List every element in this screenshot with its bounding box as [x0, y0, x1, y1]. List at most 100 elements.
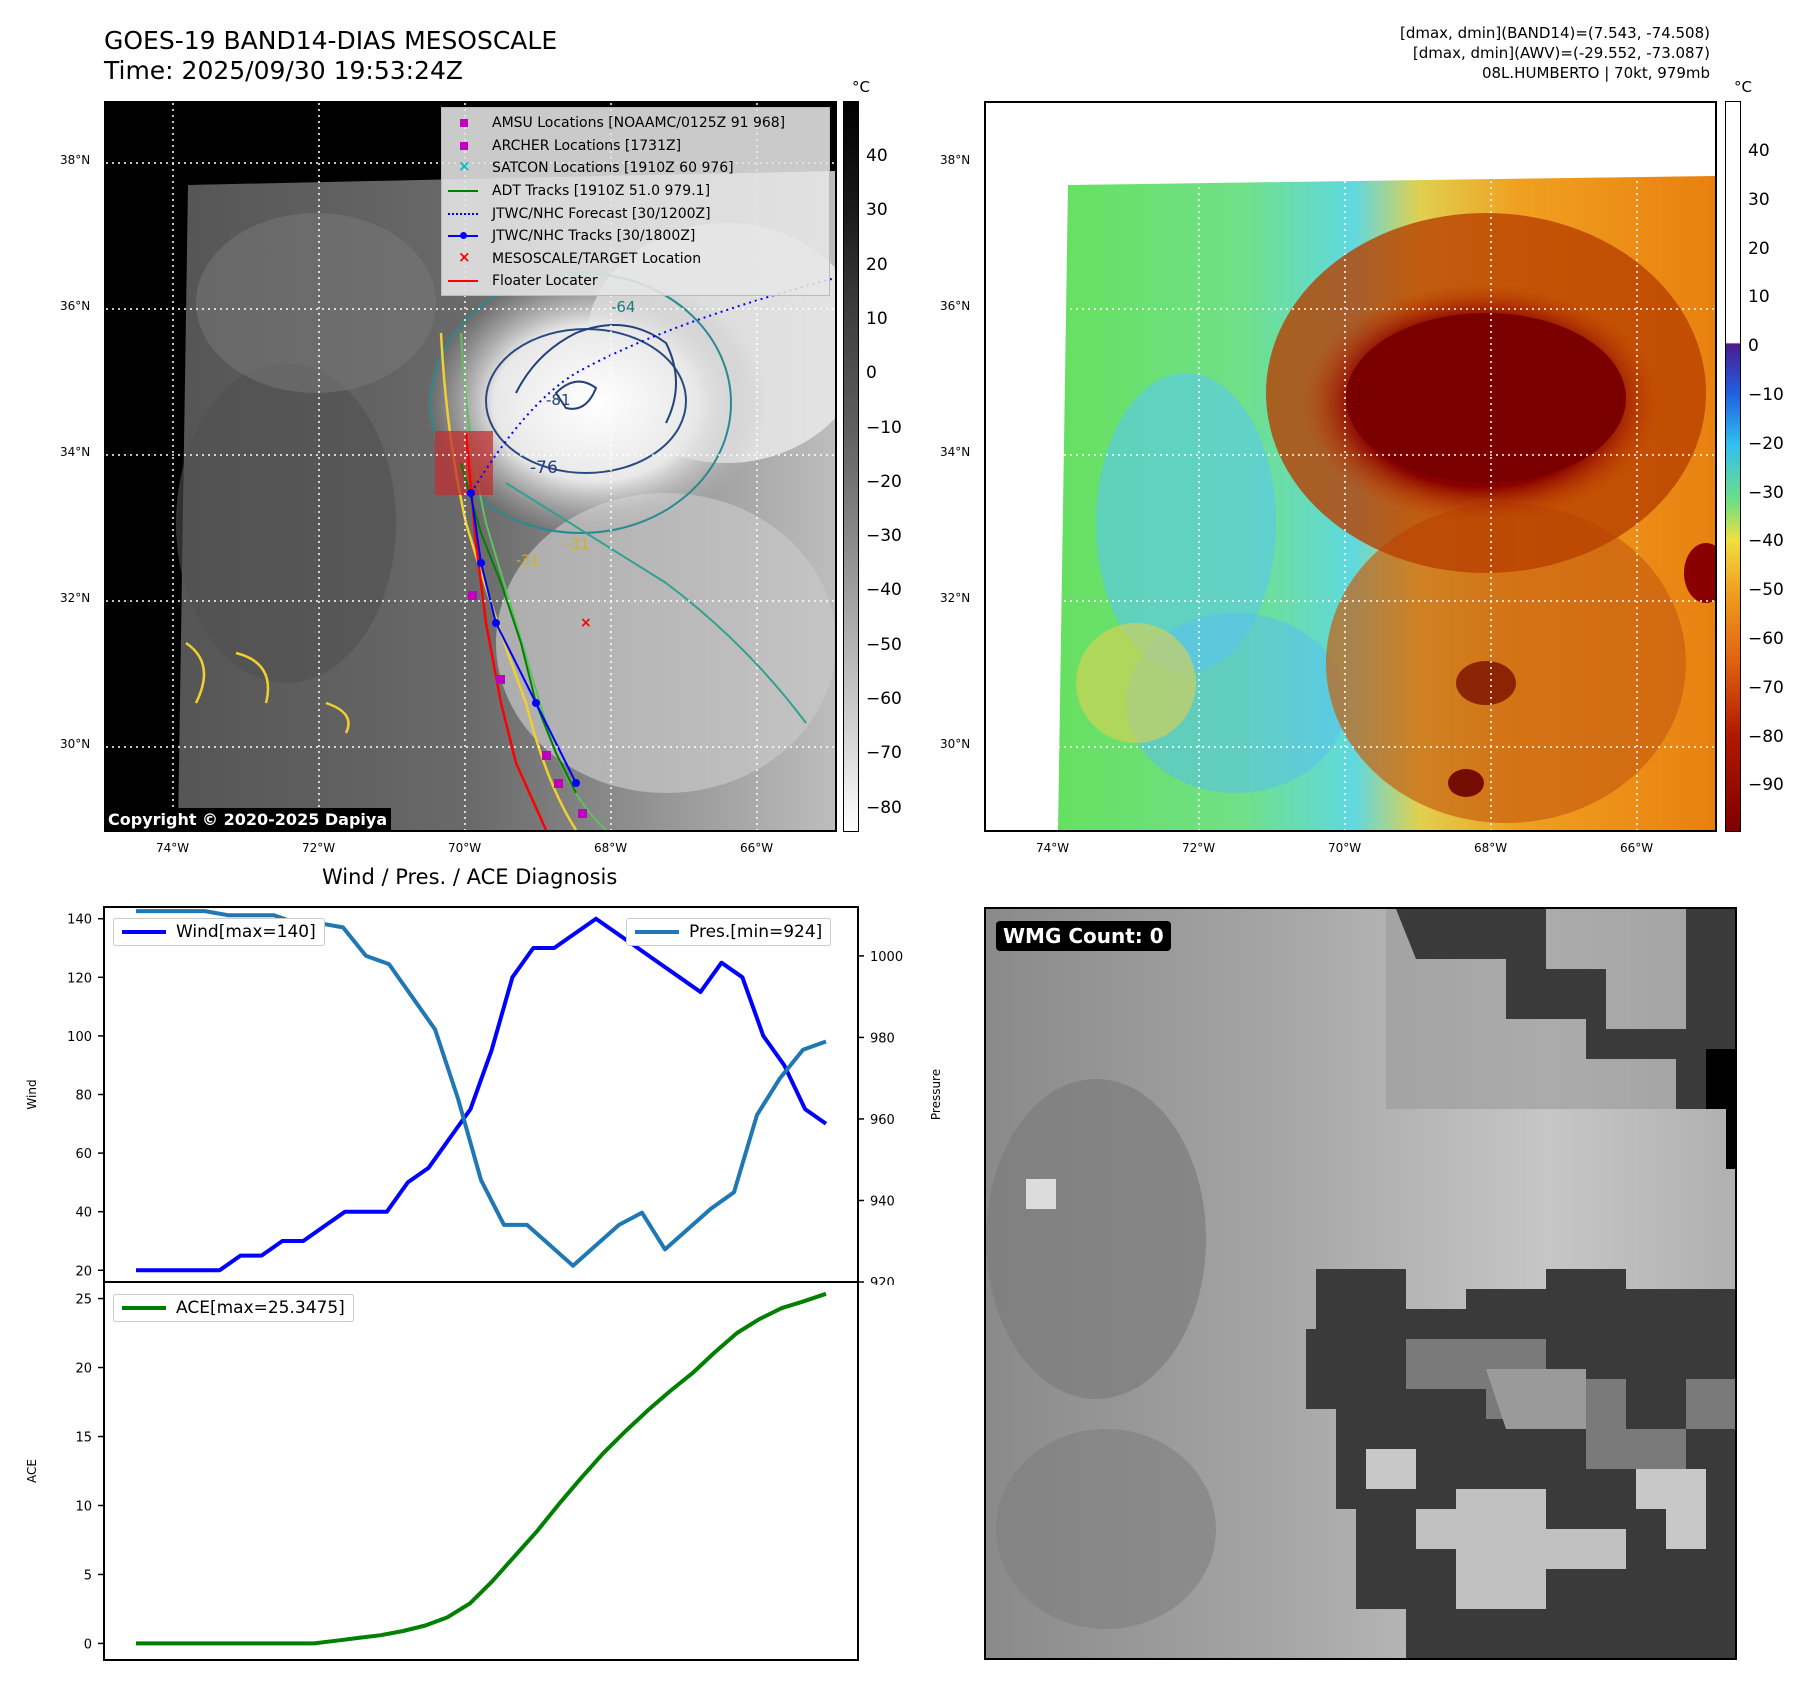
- lon-label: 72°W: [302, 841, 336, 855]
- lat-label: 34°N: [940, 445, 971, 459]
- y-tick-label: 20: [75, 1362, 92, 1377]
- ir-map-imagery: × -64 -81 -76 -31 -31: [106, 103, 835, 830]
- colorbar-tick-label: −80: [1748, 726, 1784, 747]
- y-right-tick-label: 920: [870, 1276, 895, 1285]
- series-line-ace: [136, 1291, 827, 1646]
- wv-map-imagery: [986, 103, 1715, 830]
- wmg-count-badge: WMG Count: 0: [996, 921, 1171, 951]
- colorbar-tick-label: −90: [1748, 775, 1784, 796]
- y-tick-label: 80: [75, 1089, 92, 1104]
- colorbar-tick-label: −60: [866, 689, 902, 709]
- contour-label: -64: [611, 298, 636, 316]
- legend-entry-forecast: JTWC/NHC Forecast [30/1200Z]: [448, 202, 823, 225]
- legend-entry-archer: ARCHER Locations [1731Z]: [448, 135, 823, 158]
- colorbar-tick-label: 30: [866, 200, 888, 221]
- lat-label: 38°N: [940, 153, 971, 167]
- pressure-legend: Pres.[min=924]: [626, 918, 832, 946]
- square-marker-icon: [448, 139, 478, 153]
- ace-line-icon: [122, 1306, 166, 1310]
- legend-entry-adt: ADT Tracks [1910Z 51.0 979.1]: [448, 180, 823, 203]
- line-marker-icon: [448, 274, 478, 288]
- y-right-axis-label: Pressure: [929, 1069, 943, 1120]
- lon-label: 72°W: [1182, 841, 1216, 855]
- y-tick-label: 10: [75, 1499, 92, 1514]
- colorbar-tick-label: −10: [1748, 385, 1784, 405]
- colorbar-tick-label: −20: [866, 471, 902, 492]
- lat-label: 34°N: [60, 445, 91, 459]
- lon-label: 74°W: [156, 841, 190, 855]
- wmg-panel: [984, 907, 1737, 1660]
- lon-label: 74°W: [1036, 841, 1070, 855]
- ir-colorbar: [843, 101, 859, 832]
- colorbar-tick-label: −30: [1748, 482, 1784, 503]
- wind-legend: Wind[max=140]: [113, 918, 325, 946]
- chart-title: GOES-19 BAND14-DIAS MESOSCALE: [104, 26, 558, 55]
- series-line-wind: [136, 916, 828, 1273]
- series-line-pres: [136, 909, 827, 1268]
- colorbar-tick-label: −10: [866, 417, 902, 438]
- wind-pressure-chart: 20 40 60 80 100 120 140 Wind 920 940 960 980 1000 Pre…: [25, 906, 943, 1285]
- line-marker-icon: [448, 184, 478, 198]
- y-tick-label: 5: [84, 1568, 92, 1583]
- colorbar-tick-label: 10: [866, 308, 888, 329]
- dotted-line-icon: [448, 207, 478, 221]
- info-awv: [dmax, dmin](AWV)=(-29.552, -73.087): [1412, 44, 1710, 62]
- colorbar-tick-label: 0: [866, 363, 877, 384]
- colorbar-tick-label: −20: [1748, 433, 1784, 454]
- colorbar-tick-label: −30: [866, 526, 902, 547]
- y-right-tick-label: 940: [870, 1194, 895, 1209]
- lat-label: 30°N: [940, 737, 971, 751]
- colorbar-tick-label: −70: [866, 743, 902, 764]
- pressure-line-icon: [635, 930, 679, 934]
- plot-frame: [103, 906, 859, 1283]
- legend-entry-tracks: JTWC/NHC Tracks [30/1800Z]: [448, 225, 823, 248]
- contour-label: -76: [530, 458, 558, 478]
- colorbar-tick-label: 40: [1748, 141, 1770, 161]
- y-axis-label: ACE: [25, 1459, 39, 1483]
- y-tick-label: 20: [75, 1264, 92, 1279]
- ace-chart: 0 5 10 15 20 25 ACE: [25, 1281, 859, 1661]
- colorbar-tick-label: −50: [866, 634, 902, 655]
- y-tick-label: 0: [84, 1637, 92, 1652]
- colorbar-tick-label: −50: [1748, 580, 1784, 601]
- lon-label: 68°W: [1474, 841, 1508, 855]
- colorbar-tick-label: −80: [866, 797, 902, 818]
- lon-label: 66°W: [740, 841, 774, 855]
- y-tick-label: 25: [75, 1293, 92, 1308]
- lat-label: 36°N: [60, 299, 91, 313]
- colorbar-tick-label: −40: [1748, 531, 1784, 552]
- colorbar-tick-label: −40: [866, 580, 902, 601]
- line-dot-icon: [448, 229, 478, 243]
- x-marker-icon: ×: [458, 247, 471, 266]
- legend-entry-amsu: AMSU Locations [NOAAMC/0125Z 91 968]: [448, 112, 823, 135]
- y-right-tick-label: 1000: [870, 950, 903, 965]
- svg-text:×: ×: [580, 615, 592, 631]
- info-band14: [dmax, dmin](BAND14)=(7.543, -74.508): [1399, 24, 1710, 42]
- lat-label: 32°N: [940, 591, 971, 605]
- contour-label: -31: [516, 553, 539, 569]
- lon-label: 70°W: [448, 841, 482, 855]
- chart-time: Time: 2025/09/30 19:53:24Z: [104, 56, 463, 85]
- lon-label: 70°W: [1328, 841, 1362, 855]
- map-legend: AMSU Locations [NOAAMC/0125Z 91 968] ARC…: [441, 107, 830, 296]
- colorbar-tick-label: 20: [1748, 238, 1770, 259]
- wv-satellite-map: [984, 101, 1717, 832]
- info-storm: 08L.HUMBERTO | 70kt, 979mb: [1481, 64, 1710, 82]
- lat-label: 38°N: [60, 153, 91, 167]
- colorbar-tick-label: 20: [866, 254, 888, 275]
- wmg-imagery: [986, 909, 1735, 1658]
- ir-colorbar-unit: °C: [852, 78, 870, 96]
- legend-entry-mesoscale: × MESOSCALE/TARGET Location: [448, 248, 823, 271]
- y-tick-label: 100: [67, 1030, 92, 1045]
- colorbar-tick-label: −70: [1748, 677, 1784, 698]
- plot-frame: [103, 1281, 859, 1661]
- y-tick-label: 140: [67, 913, 92, 928]
- lon-label: 66°W: [1620, 841, 1654, 855]
- colorbar-tick-label: 10: [1748, 287, 1770, 308]
- colorbar-tick-label: 30: [1748, 189, 1770, 210]
- ace-legend: ACE[max=25.3475]: [113, 1294, 354, 1322]
- legend-entry-floater: Floater Locater: [448, 270, 823, 293]
- colorbar-tick-label: 40: [866, 146, 888, 166]
- colorbar-tick-label: 0: [1748, 336, 1759, 357]
- wind-line-icon: [122, 930, 166, 934]
